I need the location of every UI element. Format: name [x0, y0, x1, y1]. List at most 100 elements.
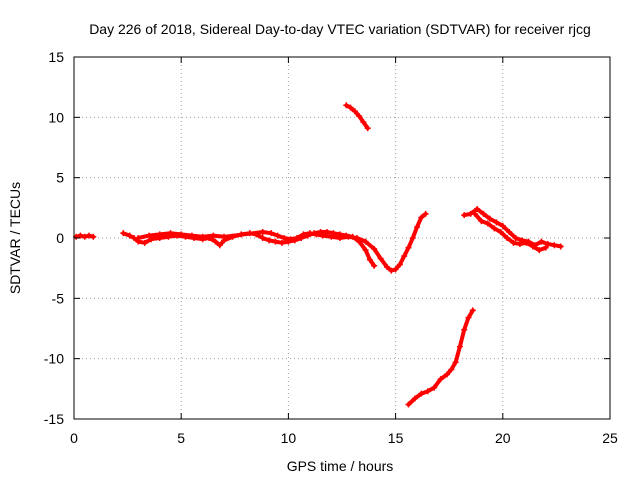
data-point — [456, 343, 463, 350]
chart-title: Day 226 of 2018, Sidereal Day-to-day VTE… — [89, 21, 591, 37]
data-point — [388, 267, 395, 274]
data-point — [328, 233, 335, 240]
data-point — [371, 262, 378, 269]
data-point — [366, 256, 373, 263]
data-point — [529, 243, 536, 250]
y-tick-label: -10 — [44, 351, 64, 367]
data-point — [81, 233, 88, 240]
data-point — [178, 231, 185, 238]
data-point — [266, 237, 273, 244]
y-tick-label: 5 — [56, 170, 64, 186]
data-point — [216, 242, 223, 249]
data-point — [90, 233, 97, 240]
data-point — [120, 230, 127, 237]
data-point — [478, 218, 485, 225]
data-points — [73, 102, 564, 408]
data-point — [135, 235, 142, 241]
data-point — [77, 232, 84, 239]
data-point — [471, 210, 478, 217]
data-point — [199, 233, 206, 240]
data-point — [544, 241, 551, 248]
x-tick-label: 0 — [70, 430, 78, 446]
data-point — [422, 210, 429, 217]
data-point — [461, 326, 468, 333]
x-tick-label: 5 — [177, 430, 185, 446]
x-axis: 0 5 10 15 20 25 — [70, 57, 618, 446]
data-point — [362, 247, 369, 254]
data-point — [437, 376, 444, 383]
series-arc-5b — [471, 210, 549, 254]
data-point — [424, 388, 431, 395]
data-point — [461, 212, 468, 219]
series-arc-5 — [461, 206, 564, 250]
series-arc-2b — [135, 210, 429, 274]
data-point — [504, 235, 511, 241]
data-point — [343, 102, 350, 109]
data-point — [351, 108, 358, 115]
data-point — [448, 366, 455, 373]
data-point — [484, 220, 491, 227]
y-tick-label: 0 — [56, 230, 64, 246]
data-point — [431, 384, 438, 391]
data-point — [362, 238, 369, 245]
data-point — [347, 104, 354, 111]
data-point — [371, 245, 378, 252]
data-point — [405, 244, 412, 251]
data-point — [474, 206, 481, 213]
series-arc-4 — [405, 307, 476, 408]
data-point — [268, 230, 275, 237]
data-point — [523, 239, 530, 246]
data-point — [306, 230, 313, 237]
data-point — [336, 235, 343, 241]
data-point — [384, 263, 391, 270]
data-point — [300, 231, 307, 238]
data-point — [396, 261, 403, 268]
data-point — [510, 239, 517, 246]
data-point — [491, 225, 498, 232]
data-point — [212, 238, 219, 245]
series-arc-3 — [343, 102, 371, 132]
data-point — [401, 253, 408, 260]
data-point — [405, 401, 412, 408]
data-point — [364, 125, 371, 132]
data-point — [281, 235, 288, 241]
data-point — [497, 228, 504, 235]
data-point — [499, 222, 506, 229]
data-point — [409, 235, 416, 241]
y-tick-label: 15 — [48, 49, 64, 65]
data-point — [465, 314, 472, 321]
data-point — [272, 238, 279, 245]
data-point — [188, 232, 195, 239]
data-point — [278, 239, 285, 246]
series-trace — [406, 308, 475, 407]
data-point — [418, 390, 425, 397]
x-tick-label: 25 — [602, 430, 618, 446]
y-tick-label: 10 — [48, 109, 64, 125]
data-point — [557, 243, 564, 250]
data-point — [418, 214, 425, 221]
x-tick-label: 15 — [388, 430, 404, 446]
y-tick-label: -5 — [52, 290, 65, 306]
data-point — [274, 232, 281, 239]
data-point — [542, 244, 549, 251]
series-trace — [462, 207, 563, 249]
data-point — [392, 266, 399, 273]
data-point — [414, 224, 421, 231]
data-point — [313, 231, 320, 238]
data-point — [486, 215, 493, 222]
data-point — [319, 232, 326, 239]
data-point — [360, 119, 367, 126]
x-tick-label: 10 — [281, 430, 297, 446]
data-point — [536, 247, 543, 254]
data-point — [126, 232, 133, 239]
data-point — [444, 371, 451, 378]
data-point — [345, 233, 352, 240]
data-point — [411, 395, 418, 402]
data-point — [293, 235, 300, 241]
data-point — [469, 307, 476, 314]
data-point — [287, 236, 294, 243]
data-point — [167, 230, 174, 237]
x-axis-label: GPS time / hours — [287, 458, 394, 474]
data-point — [512, 235, 519, 241]
data-point — [146, 232, 153, 239]
